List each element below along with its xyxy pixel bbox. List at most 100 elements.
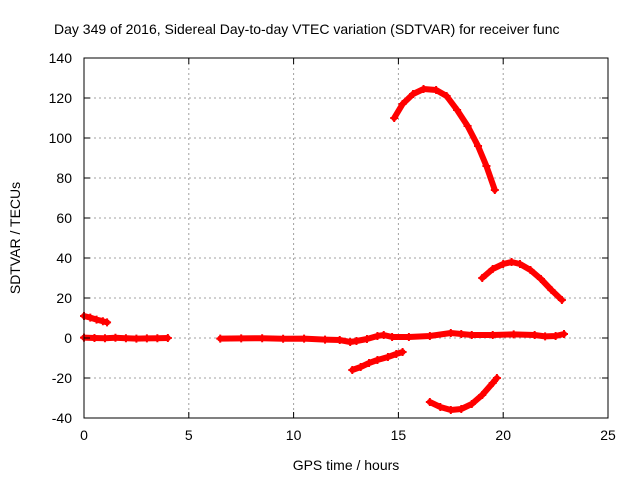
data-point xyxy=(463,122,472,130)
data-point xyxy=(335,336,344,344)
data-point xyxy=(446,406,455,414)
chart-title: Day 349 of 2016, Sidereal Day-to-day VTE… xyxy=(54,21,560,37)
y-tick-label: 0 xyxy=(64,330,72,346)
y-tick-label: -20 xyxy=(52,370,72,386)
data-point xyxy=(490,186,499,194)
data-point xyxy=(300,334,309,343)
data-point xyxy=(432,86,441,94)
data-point xyxy=(446,329,455,337)
plot-frame xyxy=(83,57,609,419)
data-point xyxy=(279,334,288,343)
y-axis-label: SDTVAR / TECUs xyxy=(7,182,23,294)
data-point xyxy=(467,331,476,339)
axis-ticks: 0 5 10 15 20 25 -40 -20 0 20 40 60 80 100 120 140 xyxy=(49,50,616,443)
data-point xyxy=(547,286,556,294)
data-point xyxy=(98,317,107,326)
data-series xyxy=(216,329,568,346)
data-point xyxy=(103,318,112,327)
data-point xyxy=(457,330,466,338)
data-point xyxy=(121,334,130,343)
data-point xyxy=(163,334,172,342)
data-point xyxy=(499,260,508,268)
data-point xyxy=(425,398,434,406)
y-tick-label: 80 xyxy=(56,170,72,186)
x-tick-label: 15 xyxy=(391,427,407,443)
data-point xyxy=(383,353,392,361)
series-trace xyxy=(479,259,565,303)
data-point xyxy=(373,356,382,364)
data-point xyxy=(142,334,151,343)
data-point xyxy=(86,313,95,322)
data-point xyxy=(474,142,483,150)
x-axis-label: GPS time / hours xyxy=(293,457,400,473)
series-trace xyxy=(391,86,498,193)
data-point xyxy=(352,337,361,345)
data-point xyxy=(409,90,418,98)
data-point xyxy=(362,335,371,343)
data-point xyxy=(515,260,524,268)
data-point xyxy=(492,374,501,382)
data-point xyxy=(559,330,568,338)
data-point xyxy=(442,92,451,100)
data-point xyxy=(348,366,357,374)
data-point xyxy=(557,296,566,304)
data-point xyxy=(132,334,141,343)
data-point xyxy=(216,334,225,343)
data-series xyxy=(80,312,112,327)
data-point xyxy=(365,359,374,367)
data-point xyxy=(507,258,516,266)
data-series xyxy=(478,258,566,304)
data-point xyxy=(356,363,365,371)
data-point xyxy=(111,333,120,342)
data-series xyxy=(390,85,499,194)
data-point xyxy=(392,350,401,358)
data-point xyxy=(390,114,399,122)
data-point xyxy=(488,265,497,273)
x-tick-label: 25 xyxy=(600,427,616,443)
data-point xyxy=(153,334,162,343)
y-tick-label: 20 xyxy=(56,290,72,306)
data-series xyxy=(80,333,172,343)
data-point xyxy=(404,333,413,341)
x-tick-label: 0 xyxy=(80,427,88,443)
data-point xyxy=(258,334,267,343)
data-point xyxy=(92,315,101,324)
data-point xyxy=(90,334,99,342)
x-tick-label: 10 xyxy=(286,427,302,443)
data-series-layer xyxy=(80,85,568,414)
data-point xyxy=(478,391,487,399)
y-tick-label: 100 xyxy=(49,130,73,146)
data-point xyxy=(541,332,550,341)
data-point xyxy=(398,100,407,108)
data-point xyxy=(425,332,434,340)
data-point xyxy=(482,162,491,170)
data-point xyxy=(488,331,497,339)
data-point xyxy=(436,403,445,411)
data-series xyxy=(348,348,407,374)
grid-lines xyxy=(84,58,608,418)
data-point xyxy=(530,331,539,339)
y-tick-label: 60 xyxy=(56,210,72,226)
data-point xyxy=(536,275,545,283)
data-point xyxy=(509,330,518,339)
data-point xyxy=(419,85,428,93)
data-point xyxy=(453,106,462,114)
data-point xyxy=(467,400,476,408)
data-point xyxy=(526,266,535,274)
data-point xyxy=(237,334,246,343)
y-tick-label: 140 xyxy=(49,50,73,66)
data-series xyxy=(425,374,501,414)
data-point xyxy=(388,333,397,341)
data-point xyxy=(551,332,560,340)
data-point xyxy=(457,405,466,413)
y-tick-label: -40 xyxy=(52,410,72,426)
data-point xyxy=(488,379,497,387)
data-point xyxy=(398,348,407,356)
data-point xyxy=(379,331,388,339)
data-point xyxy=(100,334,109,343)
data-point xyxy=(321,335,330,344)
x-tick-label: 20 xyxy=(495,427,511,443)
data-point xyxy=(478,274,487,282)
y-tick-label: 40 xyxy=(56,250,72,266)
